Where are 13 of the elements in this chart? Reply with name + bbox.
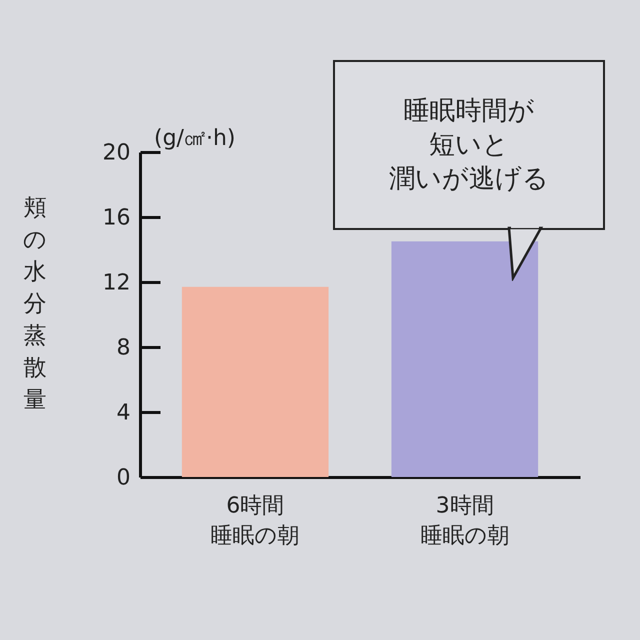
y-axis-title: 頬の水分蒸散量 [23, 195, 47, 413]
speech-bubble: 睡眠時間が 短いと 潤いが逃げる [333, 60, 605, 230]
y-tick-label: 20 [102, 140, 130, 166]
y-tick-label: 0 [116, 466, 130, 490]
text: (g/㎠·h) [154, 126, 236, 151]
y-tick-label: 4 [116, 400, 130, 426]
x-tick-label: 6時間睡眠の朝 [210, 494, 300, 548]
annotation: 短いと [428, 129, 510, 162]
annotation: 潤いが逃げる [389, 163, 549, 196]
y-tick-label: 8 [116, 336, 130, 360]
x-tick-label: 3時間睡眠の朝 [420, 494, 510, 548]
y-tick-label: 16 [102, 206, 130, 230]
y-tick-label: 12 [102, 270, 130, 296]
